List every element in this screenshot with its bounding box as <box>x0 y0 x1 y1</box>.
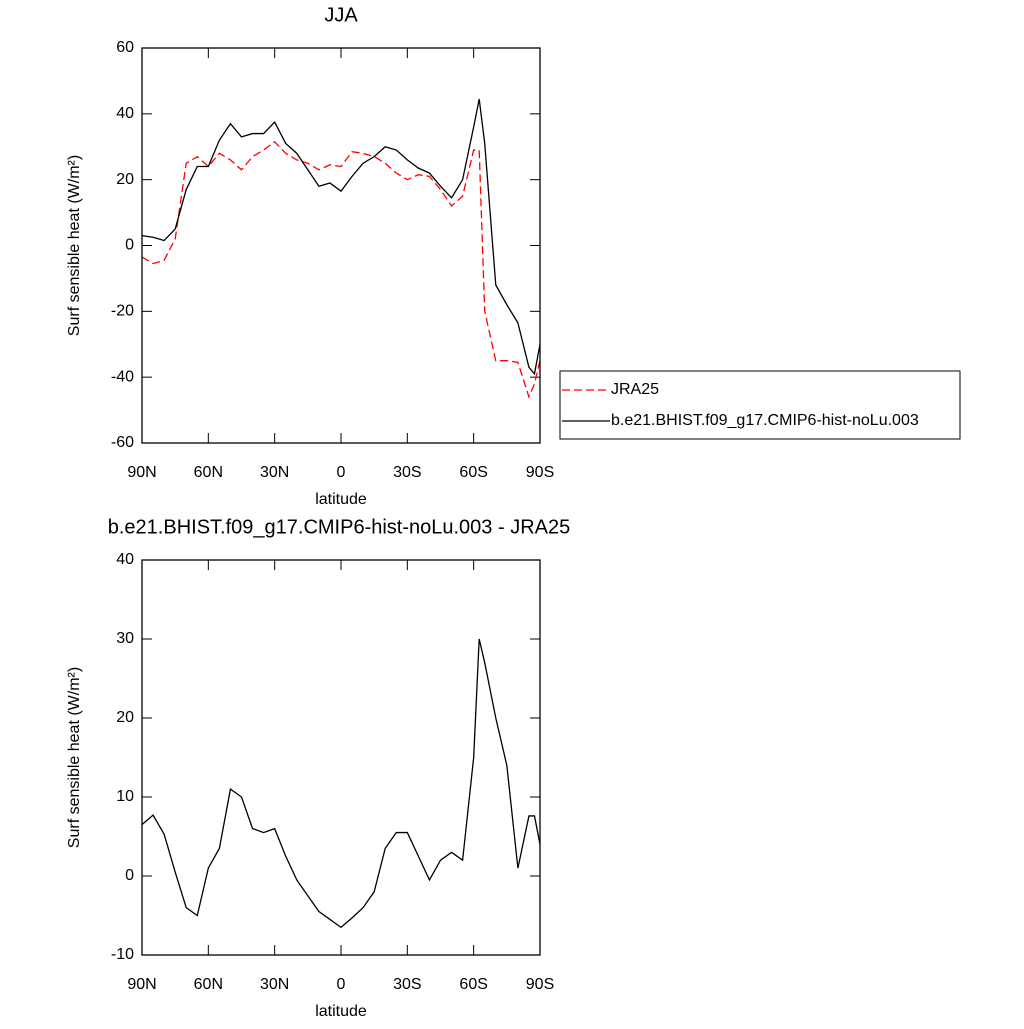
y-tick-label: -60 <box>111 434 134 451</box>
x-tick-label: 0 <box>337 464 346 481</box>
y-tick-label: -20 <box>111 303 134 320</box>
x-tick-label: 60S <box>459 976 487 993</box>
plot-frame <box>141 559 541 956</box>
y-tick-label: 30 <box>116 630 134 647</box>
chart-title: b.e21.BHIST.f09_g17.CMIP6-hist-noLu.003 … <box>108 516 570 538</box>
y-tick-label: 20 <box>116 709 134 726</box>
y-tick-label: 0 <box>125 237 134 254</box>
x-tick-label: 30N <box>260 976 289 993</box>
x-axis-label: latitude <box>315 491 367 508</box>
data-line <box>141 140 541 399</box>
x-tick-label: 30S <box>393 976 421 993</box>
x-axis-label: latitude <box>315 1003 367 1020</box>
x-tick-label: 30S <box>393 464 421 481</box>
x-tick-label: 90S <box>526 976 554 993</box>
y-tick-label: 20 <box>116 171 134 188</box>
legend-box <box>559 370 961 440</box>
y-axis-label: Surf sensible heat (W/m²) <box>66 155 83 336</box>
y-tick-label: 40 <box>116 551 134 568</box>
x-tick-label: 0 <box>337 976 346 993</box>
x-tick-label: 90N <box>127 464 156 481</box>
x-tick-label: 60S <box>459 464 487 481</box>
x-tick-label: 60N <box>194 464 223 481</box>
data-line <box>141 98 541 376</box>
y-tick-label: 0 <box>125 867 134 884</box>
chart: JJA latitude Surf sensible heat (W/m²) -60 -… <box>66 4 961 508</box>
y-tick-label: 10 <box>116 788 134 805</box>
legend-label: JRA25 <box>611 381 659 398</box>
plot-frame <box>141 47 541 444</box>
legend-label: b.e21.BHIST.f09_g17.CMIP6-hist-noLu.003 <box>611 412 919 429</box>
y-tick-label: 40 <box>116 105 134 122</box>
x-tick-label: 30N <box>260 464 289 481</box>
x-tick-label: 60N <box>194 976 223 993</box>
x-tick-label: 90S <box>526 464 554 481</box>
data-line <box>141 638 541 929</box>
y-tick-label: -40 <box>111 368 134 385</box>
y-axis-label: Surf sensible heat (W/m²) <box>66 667 83 848</box>
chart: b.e21.BHIST.f09_g17.CMIP6-hist-noLu.003 … <box>66 516 570 1020</box>
y-tick-label: 60 <box>116 39 134 56</box>
x-tick-label: 90N <box>127 976 156 993</box>
y-tick-label: -10 <box>111 946 134 963</box>
chart-title: JJA <box>324 4 358 26</box>
